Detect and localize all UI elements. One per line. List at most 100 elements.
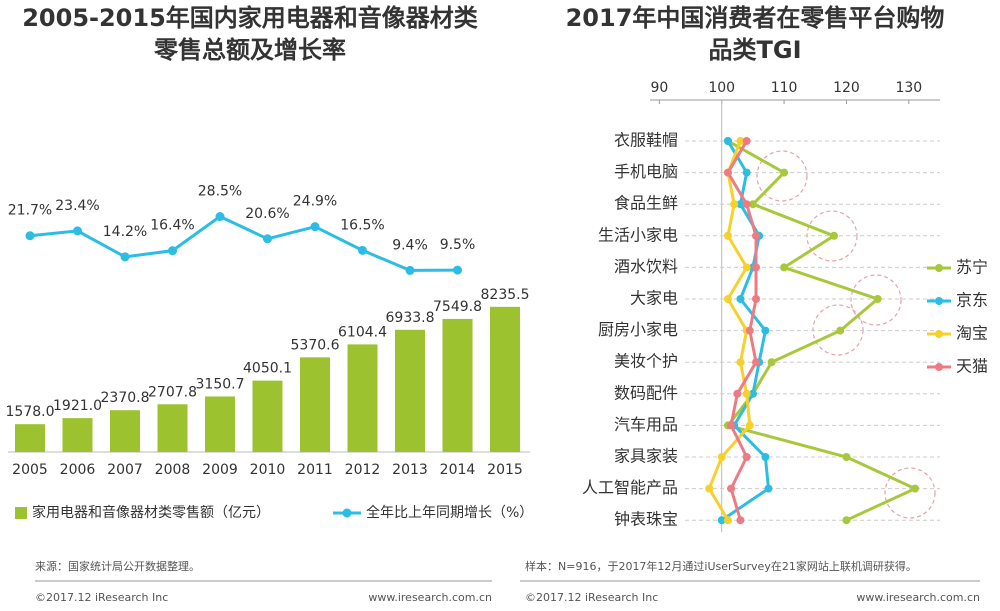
data-label: 28.5% [198, 184, 242, 200]
point [723, 516, 732, 525]
point [742, 263, 751, 272]
point [742, 453, 751, 461]
legend-swatch [15, 507, 27, 519]
legend-label: 全年比上年同期增长（%） [366, 504, 533, 521]
data-label: 6104.4 [338, 324, 387, 340]
point [263, 234, 272, 244]
legend-marker [935, 264, 943, 272]
data-label: 2370.8 [101, 390, 150, 406]
y-tick-label: 厨房小家电 [598, 320, 678, 339]
point [215, 212, 225, 222]
point [405, 265, 415, 275]
point [733, 389, 742, 398]
point [736, 516, 745, 525]
url: www.iresearch.com.cn [856, 591, 980, 604]
point [745, 326, 754, 335]
point [752, 231, 761, 240]
y-tick-label: 美妆个护 [614, 352, 678, 371]
data-label: 4050.1 [243, 361, 292, 377]
data-label: 23.4% [55, 198, 99, 214]
data-label: 14.2% [103, 224, 147, 240]
legend-marker [342, 508, 352, 518]
point [842, 516, 851, 525]
point [736, 358, 745, 367]
x-tick-label: 2013 [392, 462, 428, 478]
y-tick-label: 汽车用品 [614, 415, 678, 434]
data-label: 24.9% [293, 194, 337, 210]
y-tick-label: 酒水饮料 [614, 257, 678, 276]
bar [395, 329, 425, 452]
data-label: 5370.6 [291, 337, 340, 353]
point [742, 200, 751, 209]
x-tick-label: 2005 [12, 462, 48, 478]
point [829, 231, 838, 240]
point [911, 484, 920, 493]
highlight-circles [756, 150, 936, 519]
point [736, 137, 745, 145]
point [742, 389, 751, 398]
data-label: 20.6% [245, 206, 289, 222]
point [742, 168, 751, 177]
legend-marker [935, 330, 943, 338]
bar [347, 344, 378, 452]
data-label: 2707.8 [148, 384, 197, 400]
legend-label: 淘宝 [956, 324, 988, 343]
chart-title: 2005-2015年国内家用电器和音像器材类零售总额及增长率 [22, 4, 478, 64]
x-tick-label: 2010 [250, 462, 286, 478]
y-tick-label: 家具家装 [614, 447, 678, 466]
point [742, 137, 751, 145]
copyright: ©2017.12 iResearch Inc [525, 591, 658, 604]
point [717, 453, 726, 461]
point [764, 484, 773, 493]
data-label: 9.4% [392, 237, 428, 253]
point [723, 168, 732, 177]
url: www.iresearch.com.cn [368, 591, 492, 604]
data-label: 16.4% [150, 218, 194, 234]
y-tick-label: 人工智能产品 [582, 478, 678, 497]
bar [110, 410, 140, 452]
point [120, 252, 130, 262]
point [745, 421, 754, 430]
legend-marker [935, 297, 943, 305]
point [736, 200, 745, 209]
point [842, 453, 851, 461]
source: 来源：国家统计局公开数据整理。 [35, 559, 200, 573]
point [748, 389, 757, 398]
bar [490, 306, 520, 452]
y-tick-label: 手机电脑 [614, 162, 678, 181]
point [873, 295, 882, 303]
x-tick-label: 110 [771, 80, 798, 96]
point [453, 265, 462, 275]
point [752, 263, 761, 272]
bar [252, 380, 283, 452]
source: 样本：N=916，于2017年12月通过iUserSurvey在21家网站上联机… [525, 559, 917, 573]
legend-label: 家用电器和音像器材类零售额（亿元） [32, 504, 270, 521]
point [761, 326, 770, 335]
x-tick-label: 100 [708, 80, 735, 96]
x-tick-label: 2012 [345, 462, 381, 478]
point [727, 421, 736, 430]
data-label: 21.7% [8, 203, 52, 219]
chart-title: 2017年中国消费者在零售平台购物品类TGI [565, 4, 945, 64]
x-tick-label: 2014 [440, 462, 476, 478]
y-tick-label: 生活小家电 [598, 225, 678, 244]
copyright: ©2017.12 iResearch Inc [35, 591, 168, 604]
x-tick-label: 2009 [202, 462, 238, 478]
data-label: 1578.0 [6, 404, 55, 420]
point [168, 246, 177, 256]
x-tick-label: 120 [833, 80, 860, 96]
data-label: 16.5% [340, 217, 384, 233]
data-label: 6933.8 [386, 310, 435, 326]
point [748, 200, 757, 209]
point [780, 168, 789, 177]
point [310, 222, 320, 232]
point [752, 358, 761, 367]
point [730, 200, 739, 209]
point [73, 226, 82, 236]
bar [62, 418, 93, 452]
bar [442, 318, 473, 452]
point [752, 295, 761, 303]
data-label: 7549.8 [433, 299, 482, 315]
